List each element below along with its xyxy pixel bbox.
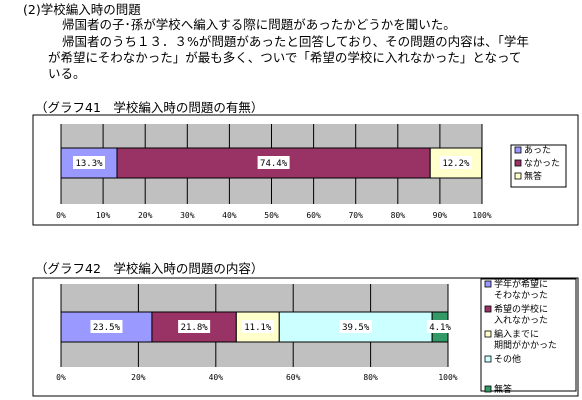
data-label: 23.5%	[93, 323, 121, 333]
data-label: 12.2%	[442, 159, 470, 169]
legend-label: 期間がかかった	[494, 339, 557, 351]
legend-label: なかった	[524, 158, 560, 169]
legend-swatch	[514, 146, 522, 154]
legend-swatch	[484, 330, 492, 338]
legend-box	[480, 278, 577, 392]
data-label-box	[241, 320, 274, 333]
x-tick-label: 30%	[180, 211, 195, 220]
section-heading: (2)学校編入時の問題	[23, 2, 141, 17]
paragraph-line-4: いる。	[48, 66, 86, 81]
data-label-box	[439, 156, 472, 169]
x-tick-label: 20%	[138, 211, 153, 220]
x-tick-label: 50%	[264, 211, 279, 220]
data-label: 39.5%	[342, 323, 370, 333]
legend-swatch	[514, 172, 522, 180]
x-tick-label: 0%	[56, 211, 66, 220]
data-label-box	[90, 320, 123, 333]
data-label-box	[72, 156, 105, 169]
x-tick-label: 40%	[209, 373, 224, 382]
x-tick-label: 60%	[306, 211, 321, 220]
legend-label: その他	[494, 353, 521, 365]
data-label-box	[257, 156, 290, 169]
x-tick-label: 80%	[363, 373, 378, 382]
legend-swatch	[484, 305, 492, 313]
data-label-box	[178, 320, 211, 333]
x-tick-label: 20%	[131, 373, 146, 382]
data-label-box	[339, 320, 372, 333]
paragraph-line-2: 帰国者のうち１３．３%が問題があったと回答しており、その問題の内容は、「学年	[62, 34, 529, 49]
legend-swatch	[484, 355, 492, 363]
legend-label: 無答	[494, 383, 512, 395]
legend-swatch	[514, 159, 522, 167]
data-label: 13.3%	[75, 159, 103, 169]
data-label: 11.1%	[244, 323, 272, 333]
data-label: 74.4%	[260, 159, 288, 169]
data-label: 21.8%	[181, 323, 209, 333]
paragraph-line-1: 帰国者の子･孫が学校へ編入する際に問題があったかどうかを聞いた。	[62, 17, 456, 32]
legend-label: 学年が希望に	[494, 278, 548, 290]
x-tick-label: 100%	[438, 373, 457, 382]
x-tick-label: 60%	[286, 373, 301, 382]
data-label: 4.1%	[429, 323, 451, 333]
legend-label: 無答	[524, 170, 542, 182]
x-tick-label: 10%	[96, 211, 111, 220]
legend-swatch	[484, 385, 492, 393]
x-tick-label: 70%	[348, 211, 363, 220]
x-tick-label: 100%	[472, 211, 491, 220]
chart-41-title: （グラフ41 学校編入時の問題の有無）	[35, 100, 264, 115]
x-tick-label: 0%	[56, 373, 66, 382]
legend-label: 入れなかった	[494, 315, 548, 326]
legend-label: そわなかった	[494, 290, 548, 301]
data-label-box	[426, 320, 454, 333]
x-tick-label: 40%	[222, 211, 237, 220]
legend-swatch	[484, 280, 492, 288]
paragraph-line-3: が希望にそわなかった」が最も多く、ついで「希望の学校に入れなかった」となって	[48, 50, 522, 65]
legend-label: 希望の学校に	[494, 303, 548, 315]
x-tick-label: 80%	[391, 211, 406, 220]
x-tick-label: 90%	[433, 211, 448, 220]
legend-label: 編入までに	[494, 328, 539, 340]
legend-label: あった	[524, 145, 551, 156]
chart-42-title: （グラフ42 学校編入時の問題の内容）	[35, 261, 264, 276]
